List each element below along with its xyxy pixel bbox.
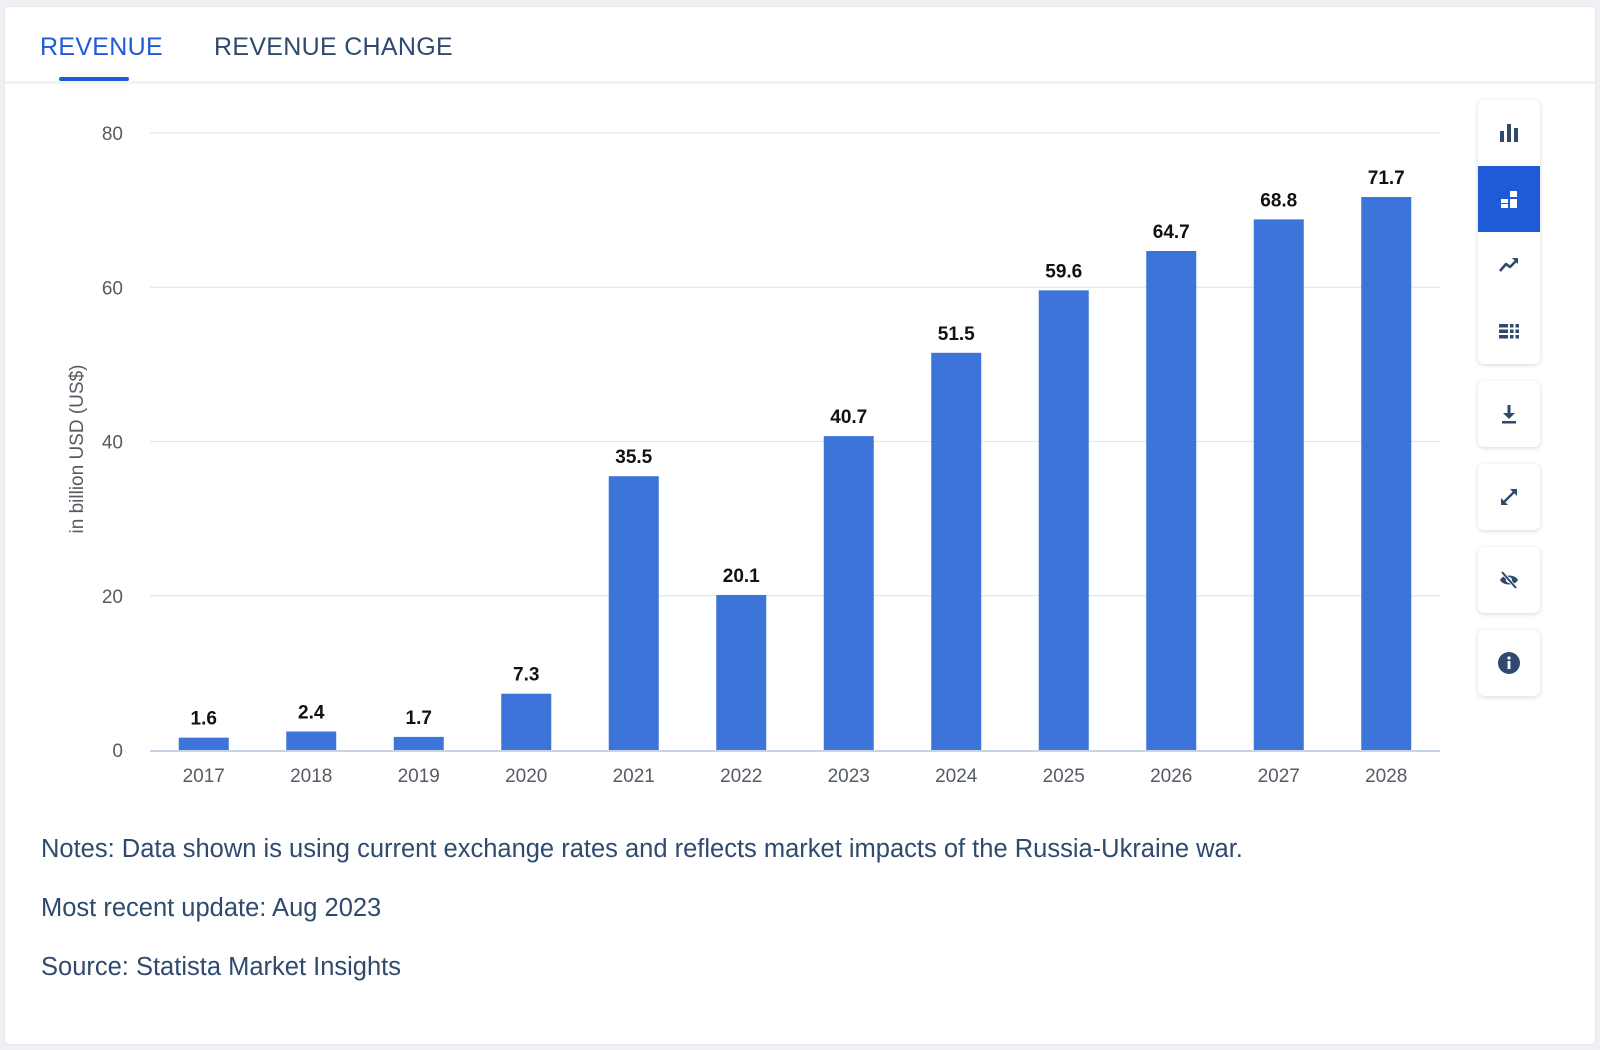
x-tick-label: 2026 (1150, 766, 1192, 787)
y-tick-label: 80 (102, 124, 123, 145)
x-tick-label: 2018 (290, 766, 332, 787)
fullscreen-group (1478, 464, 1540, 530)
chart-type-switcher (1478, 100, 1540, 364)
x-tick-label: 2025 (1043, 766, 1085, 787)
hide-group (1478, 547, 1540, 613)
fullscreen-button[interactable] (1478, 464, 1540, 530)
x-tick-label: 2027 (1258, 766, 1300, 787)
bar-chart-button[interactable] (1478, 100, 1540, 166)
value-label: 1.7 (406, 708, 432, 729)
x-tick-label: 2024 (935, 766, 978, 787)
y-tick-label: 60 (102, 278, 123, 299)
x-tick-label: 2022 (720, 766, 762, 787)
y-axis-ticks: 0 20 40 60 80 (102, 124, 123, 762)
source-info: Source: Statista Market Insights (41, 953, 401, 981)
x-tick-label: 2028 (1365, 766, 1407, 787)
info-icon (1498, 652, 1520, 674)
bars (178, 197, 1412, 751)
value-label: 59.6 (1045, 261, 1082, 282)
chart-card: REVENUE REVENUE CHANGE 0 20 40 60 80 1.6 2.4 1… (5, 7, 1595, 1044)
y-axis-label: in billion USD (US$) (67, 365, 88, 534)
bar-2021[interactable] (608, 476, 659, 750)
tab-revenue[interactable]: REVENUE (40, 33, 163, 61)
y-tick-label: 20 (102, 587, 123, 608)
y-tick-label: 40 (102, 433, 123, 454)
table-view-button[interactable] (1478, 298, 1540, 364)
fullscreen-icon (1501, 489, 1517, 505)
stacked-bar-button[interactable] (1478, 166, 1540, 232)
bar-2028[interactable] (1361, 197, 1412, 751)
hide-icon (1500, 570, 1518, 590)
bar-2027[interactable] (1253, 219, 1304, 750)
value-label: 68.8 (1260, 190, 1297, 211)
chart-notes: Notes: Data shown is using current excha… (41, 835, 1243, 863)
value-label: 2.4 (298, 702, 325, 723)
bar-2018[interactable] (286, 731, 337, 750)
tab-bar: REVENUE REVENUE CHANGE (5, 7, 1595, 84)
value-labels: 1.6 2.4 1.7 7.3 35.5 20.1 40.7 51.5 59.6 64.7 68.8… (191, 168, 1405, 730)
bar-2019[interactable] (393, 736, 444, 750)
value-label: 20.1 (723, 566, 760, 587)
info-group (1478, 630, 1540, 696)
value-label: 51.5 (938, 324, 975, 345)
bar-2026[interactable] (1146, 251, 1197, 750)
active-tab-indicator (59, 77, 129, 81)
bar-2024[interactable] (931, 352, 982, 750)
bar-2022[interactable] (716, 594, 767, 750)
x-tick-label: 2019 (398, 766, 440, 787)
value-label: 1.6 (191, 709, 217, 730)
line-chart-icon (1499, 258, 1518, 272)
x-tick-label: 2021 (613, 766, 655, 787)
y-tick-label: 0 (112, 741, 123, 762)
grid-lines (150, 132, 1440, 597)
tab-revenue-change[interactable]: REVENUE CHANGE (214, 33, 453, 61)
update-info: Most recent update: Aug 2023 (41, 894, 382, 922)
revenue-bar-chart: 0 20 40 60 80 1.6 2.4 1.7 7.3 35.5 20.1 40.7 51.5 59… (67, 124, 1440, 787)
x-tick-label: 2017 (183, 766, 225, 787)
bar-2025[interactable] (1038, 290, 1089, 750)
bar-2020[interactable] (501, 693, 552, 750)
x-tick-label: 2023 (828, 766, 870, 787)
download-group (1478, 381, 1540, 447)
x-tick-label: 2020 (505, 766, 547, 787)
hide-button[interactable] (1478, 547, 1540, 613)
value-label: 71.7 (1368, 168, 1405, 189)
line-chart-button[interactable] (1478, 232, 1540, 298)
value-label: 40.7 (830, 407, 867, 428)
stacked-bar-icon (1501, 191, 1517, 208)
download-icon (1502, 405, 1516, 424)
bar-2023[interactable] (823, 436, 874, 750)
x-axis-ticks: 2017 2018 2019 2020 2021 2022 2023 2024 2025 2026… (183, 766, 1408, 787)
info-button[interactable] (1478, 630, 1540, 696)
download-button[interactable] (1478, 381, 1540, 447)
value-label: 35.5 (615, 447, 652, 468)
value-label: 7.3 (513, 665, 539, 686)
table-icon (1499, 324, 1519, 339)
value-label: 64.7 (1153, 222, 1190, 243)
bar-2017[interactable] (178, 737, 229, 750)
bar-chart-icon (1500, 124, 1518, 142)
